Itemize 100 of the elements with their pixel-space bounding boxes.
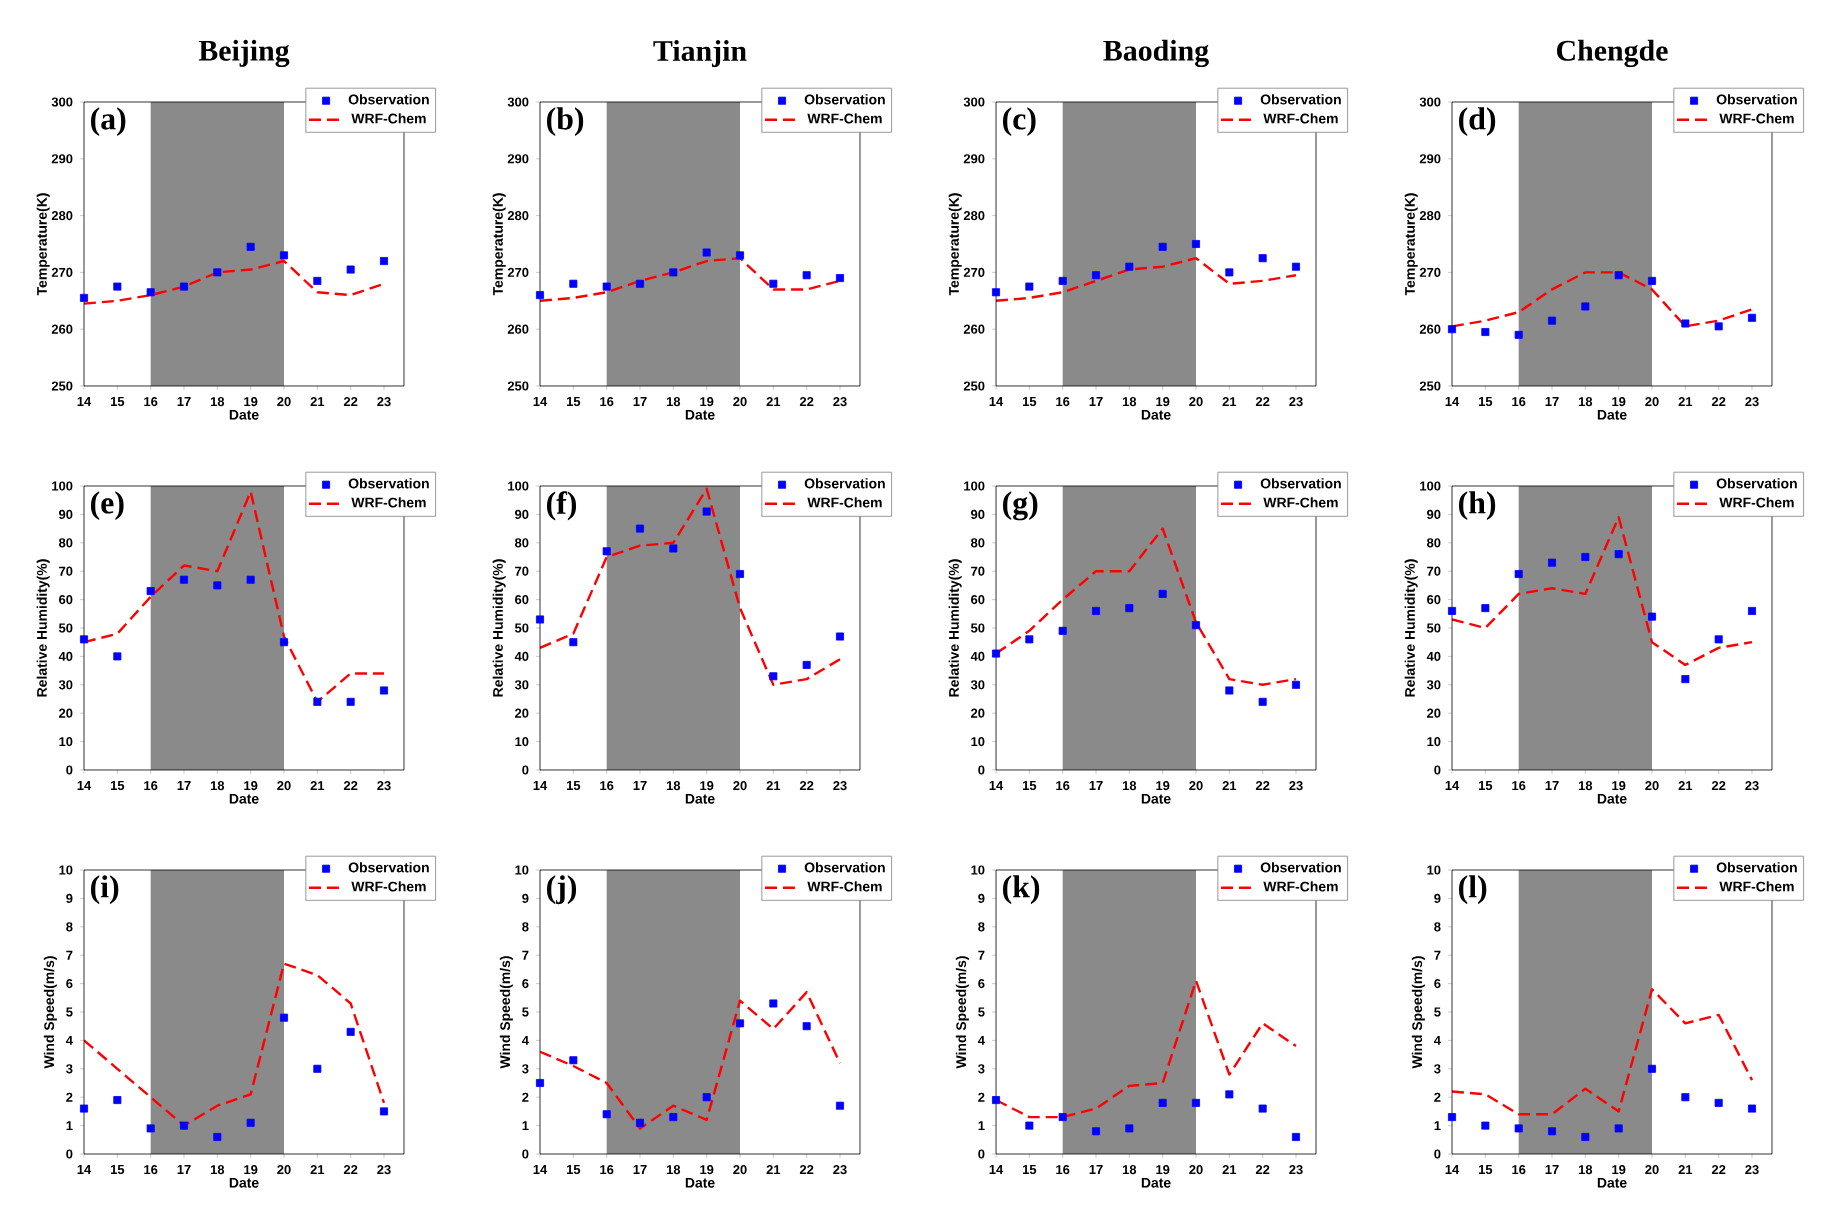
point	[146, 587, 155, 596]
point	[1548, 1127, 1556, 1136]
point	[1292, 1132, 1300, 1141]
point	[1025, 282, 1034, 291]
point	[636, 279, 644, 288]
annotation: (j)	[547, 875, 577, 905]
point	[1648, 1064, 1656, 1073]
point	[1092, 606, 1100, 615]
point	[569, 279, 578, 288]
line-series	[1452, 988, 1754, 1116]
point	[1581, 553, 1590, 561]
annotation: (h)	[1459, 491, 1496, 521]
chart-title: Baoding	[1103, 39, 1209, 68]
point	[313, 1064, 322, 1073]
point	[992, 288, 1000, 297]
point	[146, 1124, 155, 1133]
point	[992, 1096, 1000, 1105]
point	[1292, 262, 1300, 271]
point	[569, 1056, 578, 1065]
point	[1481, 328, 1490, 337]
point	[1481, 604, 1490, 613]
point	[536, 291, 544, 300]
point	[1681, 1093, 1690, 1102]
point	[80, 293, 88, 302]
point	[802, 1022, 811, 1031]
point	[1258, 1104, 1267, 1113]
point	[1225, 1090, 1234, 1099]
point	[380, 686, 388, 695]
point	[1448, 1113, 1456, 1122]
point	[836, 632, 844, 641]
point	[213, 581, 222, 590]
annotation: (g)	[1003, 491, 1038, 521]
line-series	[84, 962, 386, 1127]
point	[1581, 1132, 1590, 1141]
point	[1125, 262, 1134, 271]
annotation: (l)	[1459, 875, 1487, 905]
point	[1125, 604, 1134, 613]
point	[1258, 697, 1267, 706]
point	[113, 652, 122, 661]
point	[113, 282, 122, 291]
point	[1158, 589, 1167, 598]
chart-title: Beijing	[198, 39, 290, 68]
point	[1514, 330, 1523, 339]
point	[246, 575, 255, 584]
point	[1448, 325, 1456, 334]
point	[992, 649, 1000, 658]
point	[836, 274, 844, 283]
point	[180, 575, 188, 584]
point	[1714, 322, 1723, 331]
point	[246, 242, 255, 251]
point	[1192, 1098, 1200, 1107]
point	[280, 638, 288, 647]
point	[213, 268, 222, 277]
point	[1648, 276, 1656, 285]
point	[1681, 675, 1690, 684]
point	[736, 570, 744, 579]
point	[1025, 635, 1034, 644]
point	[380, 1107, 388, 1116]
annotation: (b)	[547, 107, 584, 137]
point	[1292, 680, 1300, 689]
point	[1225, 686, 1234, 695]
point	[769, 999, 778, 1008]
point	[346, 265, 355, 274]
line-series	[1452, 516, 1754, 667]
point	[736, 251, 744, 260]
point	[1714, 1098, 1723, 1107]
point	[636, 1118, 644, 1127]
point	[1092, 271, 1100, 280]
annotation: (a)	[91, 107, 126, 137]
point	[669, 544, 678, 553]
point	[113, 1096, 122, 1105]
point	[280, 251, 288, 260]
point	[1548, 316, 1556, 325]
point	[736, 1019, 744, 1028]
point	[702, 1093, 711, 1102]
point	[702, 248, 711, 257]
point	[1192, 621, 1200, 630]
point	[602, 282, 611, 291]
point	[346, 1027, 355, 1036]
point	[313, 276, 322, 285]
point	[1058, 276, 1067, 285]
point	[1192, 240, 1200, 248]
point	[602, 547, 611, 556]
annotation: (f)	[547, 491, 577, 521]
annotation: (i)	[91, 875, 119, 905]
point	[1748, 1104, 1756, 1113]
chart-title: Chengde	[1557, 39, 1668, 68]
point	[380, 257, 388, 266]
point	[802, 271, 811, 280]
point	[1258, 254, 1267, 263]
point	[769, 672, 778, 681]
point	[1614, 550, 1623, 559]
point	[569, 638, 578, 647]
point	[80, 635, 88, 644]
point	[1614, 271, 1623, 280]
point	[1748, 313, 1756, 322]
point	[769, 279, 778, 288]
point	[836, 1101, 844, 1110]
line-series	[996, 256, 1298, 302]
annotation: (c)	[1003, 107, 1036, 137]
